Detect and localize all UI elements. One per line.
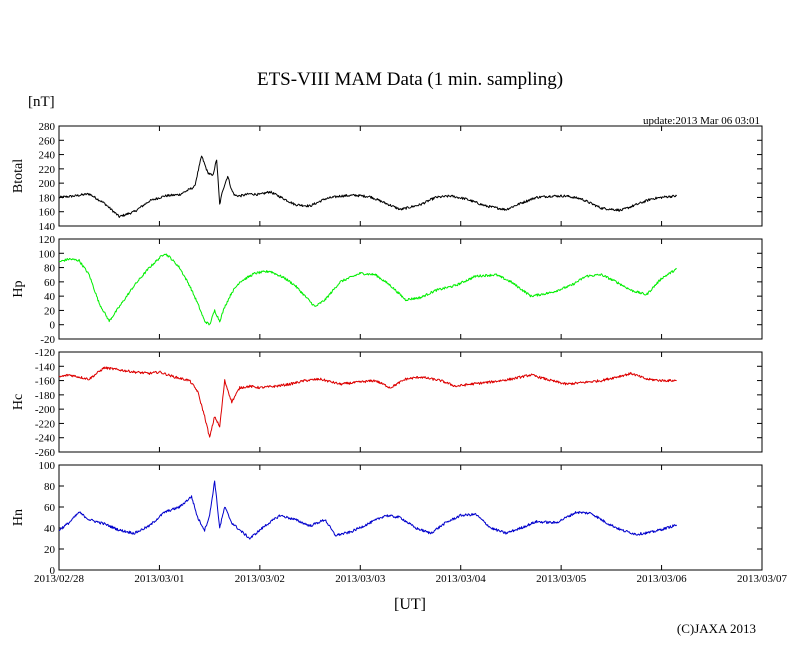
y-tick-label: -220	[35, 418, 56, 430]
panel-hp: -20 0 20 40 60 80 100 120 Hp	[11, 234, 763, 346]
x-axis-label: [UT]	[394, 596, 426, 613]
series-line-hp	[58, 253, 677, 326]
x-tick-label: 2013/02/28	[34, 573, 85, 585]
y-tick-label: 60	[44, 277, 56, 289]
y-tick-label: -180	[35, 390, 56, 402]
x-tick-label: 2013/03/02	[235, 573, 285, 585]
panel-frame	[58, 464, 763, 571]
y-tick-label: -200	[35, 404, 56, 416]
y-axis-label-hn: Hn	[11, 509, 26, 526]
y-tick-label: 60	[44, 502, 56, 514]
y-tick-label: 200	[39, 178, 56, 190]
y-tick-label: 140	[39, 221, 56, 233]
y-tick-label: 160	[39, 207, 56, 219]
y-tick-label: 220	[39, 164, 56, 176]
y-tick-label: 80	[44, 481, 56, 493]
series-line-hc	[58, 366, 677, 438]
y-tick-label: 240	[39, 150, 56, 162]
chart-title: ETS-VIII MAM Data (1 min. sampling)	[257, 69, 563, 90]
panel-btotal: 140 160 180 200 220 240 260 280 Btotal	[11, 121, 763, 233]
y-tick-label: -20	[40, 334, 55, 346]
x-tick-label: 2013/03/07	[737, 573, 788, 585]
y-tick-label: 80	[44, 263, 56, 275]
panel-frame	[58, 351, 763, 453]
y-tick-label: 120	[39, 234, 56, 246]
y-tick-label: 20	[44, 305, 56, 317]
y-tick-label: -240	[35, 433, 56, 445]
x-tick-label: 2013/03/05	[536, 573, 587, 585]
y-axis-label-hp: Hp	[11, 280, 26, 297]
y-tick-label: -120	[35, 347, 56, 359]
x-tick-label: 2013/03/01	[134, 573, 184, 585]
x-tick-label: 2013/03/04	[436, 573, 487, 585]
y-tick-label: 180	[39, 192, 56, 204]
y-axis-label-hc: Hc	[11, 394, 26, 410]
y-tick-label: 0	[50, 320, 56, 332]
chart-panels: 140160180200220240260280Btotal-200204060…	[11, 121, 788, 585]
y-axis-label-btotal: Btotal	[11, 159, 26, 193]
x-tick-label: 2013/03/03	[335, 573, 386, 585]
y-tick-label: 40	[44, 291, 56, 303]
panel-hn: 0 20 40 60 80 100 Hn	[11, 460, 763, 577]
y-tick-label: -140	[35, 361, 56, 373]
y-tick-label: -260	[35, 447, 56, 459]
y-tick-label: 0	[50, 565, 56, 577]
unit-label: [nT]	[28, 94, 55, 110]
y-tick-label: 280	[39, 121, 56, 133]
copyright-credit: (C)JAXA 2013	[677, 621, 756, 636]
y-tick-label: 100	[39, 460, 56, 472]
update-timestamp: update:2013 Mar 06 03:01	[643, 115, 760, 127]
y-tick-label: 20	[44, 544, 56, 556]
y-tick-label: 100	[39, 248, 56, 260]
x-tick-label: 2013/03/06	[637, 573, 688, 585]
panel-hc: -260 -240 -220 -200 -180 -160 -140 -120 Hc	[11, 347, 763, 459]
panel-frame	[58, 238, 763, 340]
y-tick-label: -160	[35, 376, 56, 388]
y-tick-label: 40	[44, 523, 56, 535]
series-line-hn	[58, 480, 678, 540]
panel-frame	[58, 125, 763, 227]
series-line-btotal	[58, 155, 678, 218]
y-tick-label: 260	[39, 135, 56, 147]
